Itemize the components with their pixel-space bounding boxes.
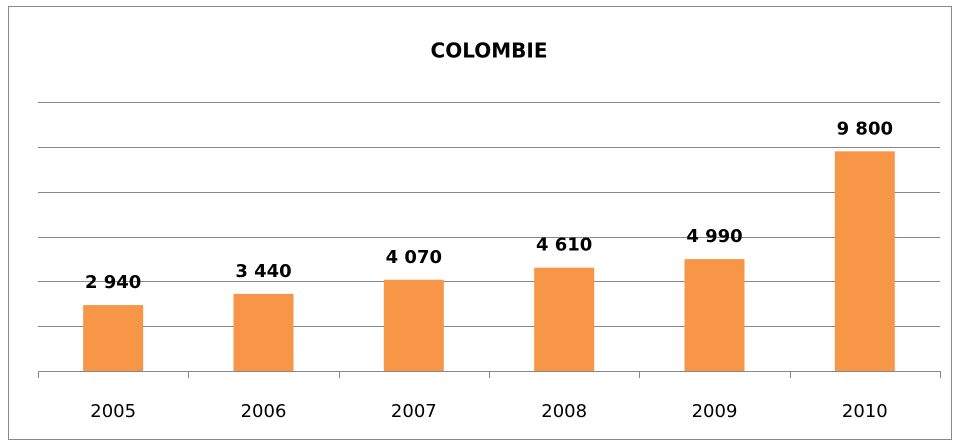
value-label: 4 610 — [536, 235, 592, 256]
value-label: 4 070 — [386, 247, 442, 268]
value-label: 9 800 — [837, 118, 893, 139]
x-tick-label: 2007 — [391, 401, 437, 422]
bar — [834, 151, 895, 371]
value-label: 4 990 — [686, 226, 742, 247]
x-tick-label: 2009 — [692, 401, 738, 422]
bar — [534, 267, 595, 371]
x-tick-label: 2006 — [241, 401, 287, 422]
bar — [83, 305, 144, 371]
bar — [233, 293, 294, 371]
bar — [684, 259, 745, 371]
x-tick-label: 2010 — [842, 401, 888, 422]
x-tick-label: 2008 — [541, 401, 587, 422]
value-label: 3 440 — [235, 261, 291, 282]
chart-title: COLOMBIE — [431, 39, 548, 63]
value-label: 2 940 — [85, 272, 141, 293]
bar — [383, 279, 444, 371]
chart-border — [8, 6, 952, 440]
x-tick-label: 2005 — [90, 401, 136, 422]
